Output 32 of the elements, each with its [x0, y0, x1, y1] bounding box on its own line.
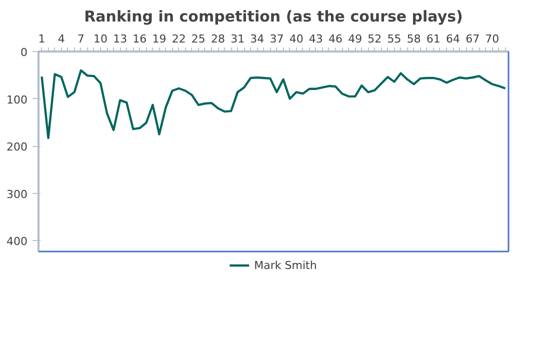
- x-tick-label: 67: [466, 32, 480, 46]
- x-tick-label: 25: [191, 32, 206, 46]
- legend-label: Mark Smith: [254, 258, 317, 272]
- y-tick-label: 400: [6, 235, 28, 248]
- x-tick-label: 43: [308, 32, 323, 46]
- chart-title: Ranking in competition (as the course plays): [84, 8, 463, 26]
- x-tick-label: 40: [289, 32, 304, 46]
- x-tick-label: 49: [348, 32, 362, 46]
- x-tick-label: 1: [38, 32, 46, 46]
- x-tick-label: 19: [152, 32, 166, 46]
- x-tick-label: 34: [250, 32, 264, 46]
- y-tick-label: 0: [20, 46, 28, 59]
- x-tick-label: 52: [368, 32, 382, 46]
- x-tick-label: 58: [406, 32, 421, 46]
- x-tick-label: 31: [230, 32, 245, 46]
- x-tick-label: 70: [485, 32, 500, 46]
- x-tick-label: 46: [328, 32, 343, 46]
- x-tick-label: 22: [172, 32, 186, 46]
- line-series: [40, 69, 506, 140]
- x-tick-label: 7: [77, 32, 84, 46]
- x-tick-label: 61: [426, 32, 440, 46]
- y-tick-label: 100: [6, 93, 28, 106]
- x-tick-label: 55: [387, 32, 402, 46]
- x-tick-label: 64: [446, 32, 460, 46]
- x-tick-label: 16: [132, 32, 147, 46]
- x-tick-label: 4: [58, 32, 65, 46]
- x-tick-label: 10: [94, 32, 108, 46]
- y-tick-label: 300: [6, 188, 28, 201]
- x-tick-label: 13: [113, 32, 128, 46]
- y-tick-label: 200: [6, 140, 28, 154]
- x-tick-label: 37: [270, 32, 284, 46]
- x-tick-label: 28: [211, 32, 226, 46]
